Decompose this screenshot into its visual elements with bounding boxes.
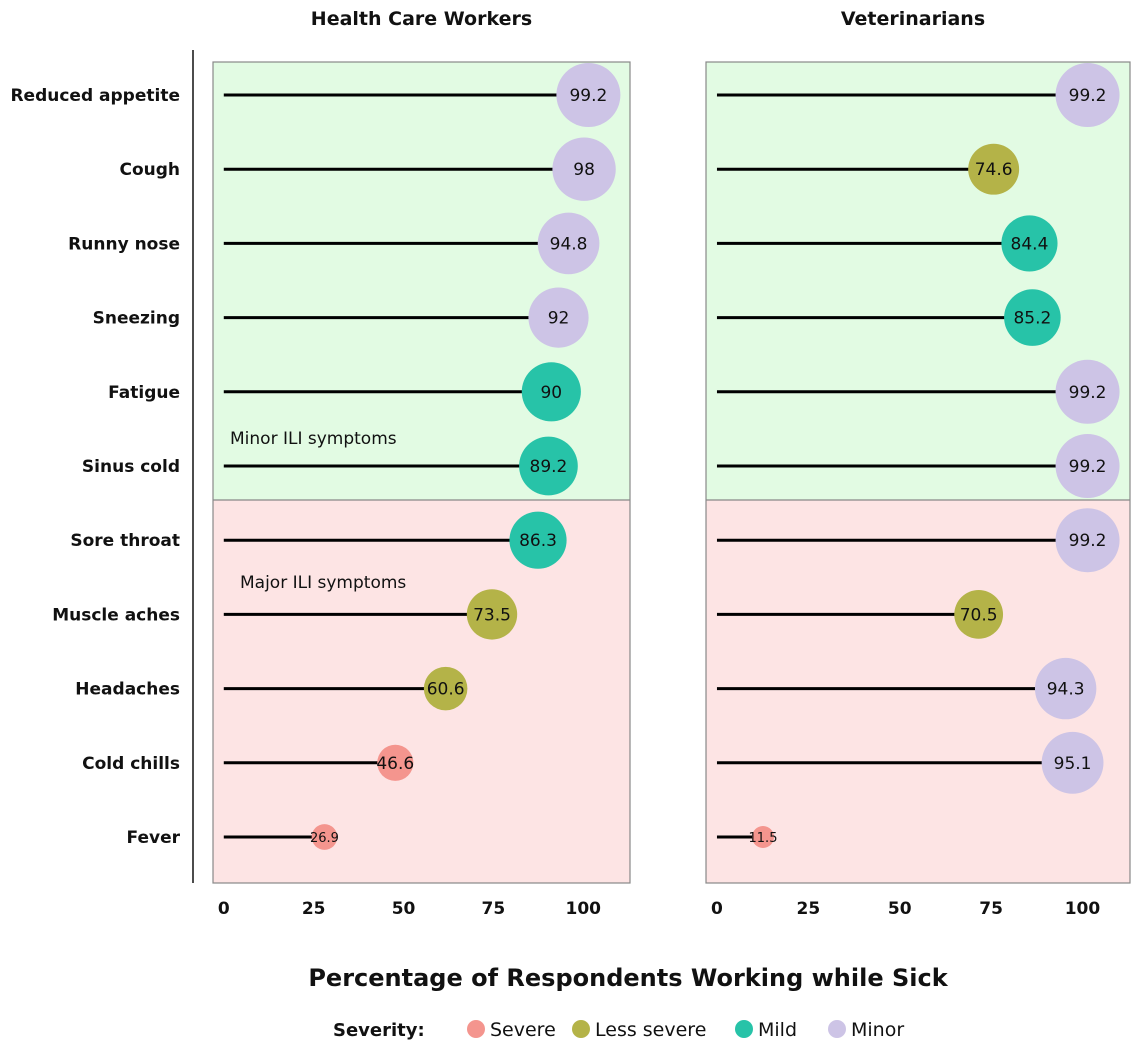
health-care-workers-value-label-cold-chills: 46.6 — [376, 754, 414, 774]
category-label-reduced-appetite: Reduced appetite — [10, 86, 180, 106]
health-care-workers-value-label-cough: 98 — [573, 160, 595, 180]
health-care-workers-value-label-headaches: 60.6 — [427, 680, 465, 700]
veterinarians-value-label-muscle-aches: 70.5 — [960, 605, 998, 625]
veterinarians-point-sneezing — [1004, 289, 1061, 346]
legend-label-minor: Minor — [851, 1019, 904, 1041]
category-label-fatigue: Fatigue — [108, 383, 180, 403]
veterinarians-x-tick-100: 100 — [1065, 899, 1101, 919]
category-label-cold-chills: Cold chills — [82, 754, 180, 774]
health-care-workers-value-label-sore-throat: 86.3 — [519, 531, 557, 551]
legend-swatch-less-severe — [572, 1020, 590, 1038]
health-care-workers-point-fever — [311, 824, 338, 850]
veterinarians-x-tick-50: 50 — [888, 899, 912, 919]
legend-title: Severity: — [333, 1020, 425, 1041]
veterinarians-x-tick-0: 0 — [711, 899, 723, 919]
health-care-workers-x-tick-0: 0 — [218, 899, 230, 919]
health-care-workers-value-label-fever: 26.9 — [310, 831, 339, 846]
category-label-cough: Cough — [119, 160, 180, 180]
health-care-workers-x-tick-50: 50 — [392, 899, 416, 919]
veterinarians-x-tick-75: 75 — [979, 899, 1003, 919]
region-label-minor: Minor ILI symptoms — [230, 429, 397, 449]
veterinarians-point-fatigue — [1055, 359, 1120, 424]
veterinarians-point-headaches — [1034, 657, 1097, 720]
category-label-sinus-cold: Sinus cold — [82, 457, 180, 477]
health-care-workers-point-cough — [552, 137, 616, 201]
veterinarians-point-runny-nose — [1001, 215, 1058, 272]
veterinarians-point-reduced-appetite — [1055, 63, 1120, 127]
region-label-major: Major ILI symptoms — [240, 573, 406, 593]
veterinarians-point-muscle-aches — [954, 590, 1004, 639]
health-care-workers-x-tick-25: 25 — [302, 899, 326, 919]
veterinarians-value-label-runny-nose: 84.4 — [1011, 234, 1049, 254]
veterinarians-value-label-fever: 11.5 — [749, 831, 778, 846]
veterinarians-point-cough — [968, 143, 1020, 195]
health-care-workers-point-reduced-appetite — [556, 63, 621, 127]
health-care-workers-region-major — [213, 500, 630, 883]
veterinarians-value-label-sore-throat: 99.2 — [1069, 531, 1107, 551]
legend-swatch-mild — [735, 1020, 753, 1038]
legend-swatch-severe — [467, 1020, 485, 1038]
veterinarians-region-minor — [706, 62, 1130, 500]
health-care-workers-point-runny-nose — [537, 212, 600, 275]
category-label-headaches: Headaches — [75, 680, 180, 700]
legend-label-mild: Mild — [758, 1019, 797, 1041]
health-care-workers-region-minor — [213, 62, 630, 500]
x-axis-title: Percentage of Respondents Working while … — [308, 964, 948, 992]
veterinarians-point-sore-throat — [1055, 508, 1120, 573]
category-label-sneezing: Sneezing — [93, 309, 180, 329]
veterinarians-panel-title: Veterinarians — [841, 8, 985, 30]
health-care-workers-value-label-muscle-aches: 73.5 — [473, 605, 511, 625]
health-care-workers-value-label-sneezing: 92 — [548, 309, 570, 329]
health-care-workers-panel-title: Health Care Workers — [311, 8, 532, 30]
health-care-workers-point-headaches — [423, 666, 468, 711]
veterinarians-value-label-fatigue: 99.2 — [1069, 383, 1107, 403]
legend-label-less-severe: Less severe — [595, 1019, 706, 1041]
health-care-workers-x-tick-75: 75 — [482, 899, 506, 919]
veterinarians-point-fever — [752, 826, 774, 848]
category-label-runny-nose: Runny nose — [68, 234, 180, 254]
veterinarians-x-tick-25: 25 — [797, 899, 821, 919]
health-care-workers-value-label-fatigue: 90 — [540, 383, 562, 403]
category-label-fever: Fever — [127, 828, 181, 848]
health-care-workers-value-label-reduced-appetite: 99.2 — [569, 86, 607, 106]
veterinarians-value-label-reduced-appetite: 99.2 — [1069, 86, 1107, 106]
health-care-workers-x-tick-100: 100 — [566, 899, 602, 919]
health-care-workers-point-muscle-aches — [466, 589, 518, 640]
veterinarians-value-label-sneezing: 85.2 — [1013, 309, 1051, 329]
veterinarians-panel-border — [705, 61, 1131, 884]
health-care-workers-point-sinus-cold — [519, 436, 578, 496]
legend-label-severe: Severe — [490, 1019, 556, 1041]
health-care-workers-value-label-runny-nose: 94.8 — [550, 234, 588, 254]
health-care-workers-point-cold-chills — [377, 744, 414, 781]
health-care-workers-point-sore-throat — [509, 511, 567, 569]
veterinarians-value-label-cough: 74.6 — [975, 160, 1013, 180]
veterinarians-value-label-sinus-cold: 99.2 — [1069, 457, 1107, 477]
category-label-sore-throat: Sore throat — [70, 531, 180, 551]
legend-swatch-minor — [828, 1020, 846, 1038]
health-care-workers-value-label-sinus-cold: 89.2 — [530, 457, 568, 477]
health-care-workers-panel-border — [212, 61, 631, 884]
health-care-workers-point-fatigue — [521, 362, 581, 422]
veterinarians-point-sinus-cold — [1055, 434, 1120, 498]
veterinarians-value-label-headaches: 94.3 — [1047, 680, 1085, 700]
veterinarians-value-label-cold-chills: 95.1 — [1054, 754, 1092, 774]
veterinarians-point-cold-chills — [1041, 731, 1104, 794]
health-care-workers-point-sneezing — [528, 287, 589, 348]
category-label-muscle-aches: Muscle aches — [52, 605, 180, 625]
